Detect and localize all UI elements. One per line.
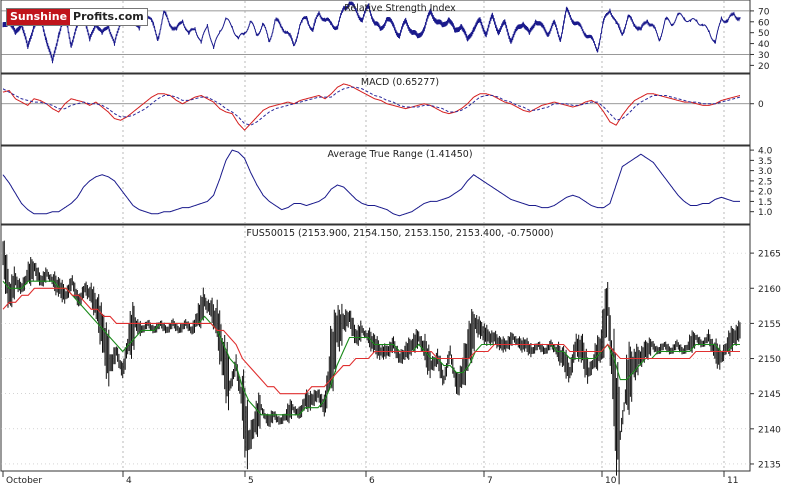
moving-average-long (2, 287, 740, 395)
x-tick-label: October (6, 476, 42, 486)
macd-line-1 (2, 86, 741, 126)
y-tick-label: 2150 (758, 355, 781, 365)
y-tick-label: 70 (758, 7, 770, 17)
macd-line-0 (2, 83, 740, 131)
moving-average-short (2, 280, 740, 416)
y-tick-label: 2140 (758, 425, 781, 435)
y-tick-label: 0 (758, 100, 764, 110)
y-tick-label: 2.5 (758, 177, 772, 187)
sunshine-profits-logo: Sunshine Profits.com (6, 8, 148, 26)
panel-title: Relative Strength Index (344, 3, 456, 14)
x-tick-label: 10 (605, 476, 617, 486)
y-tick-label: 60 (758, 18, 770, 28)
x-tick-label: 5 (248, 476, 254, 486)
y-tick-label: 50 (758, 29, 770, 39)
logo-part-2: Profits.com (73, 10, 144, 23)
panel-frame (0, 145, 751, 225)
y-tick-label: 2165 (758, 250, 781, 260)
logo-part-1: Sunshine (7, 9, 71, 25)
x-tick-label: 6 (369, 476, 375, 486)
x-tick-label: 4 (126, 476, 132, 486)
y-tick-label: 2.0 (758, 188, 773, 198)
y-tick-label: 2145 (758, 390, 781, 400)
y-tick-label: 1.0 (758, 208, 773, 218)
y-tick-label: 3.5 (758, 157, 772, 167)
y-tick-label: 2155 (758, 320, 781, 330)
atr-line-0 (2, 149, 740, 217)
panel-title: Average True Range (1.41450) (327, 149, 472, 160)
y-tick-label: 30 (758, 51, 770, 61)
panel-frame (0, 224, 751, 472)
x-tick-label: 11 (727, 476, 738, 486)
x-tick-label: 7 (487, 476, 493, 486)
panel-title: MACD (0.65277) (361, 77, 439, 88)
panel-title: FUS50015 (2153.900, 2154.150, 2153.150, … (246, 228, 553, 239)
y-tick-label: 20 (758, 62, 770, 72)
y-tick-label: 40 (758, 40, 770, 50)
y-tick-label: 4.0 (758, 147, 773, 157)
y-tick-label: 2135 (758, 460, 781, 470)
y-tick-label: 1.5 (758, 198, 772, 208)
y-tick-label: 3.0 (758, 167, 773, 177)
y-tick-label: 2160 (758, 285, 781, 295)
panel-frame (0, 73, 751, 146)
panel-frame (0, 0, 751, 74)
